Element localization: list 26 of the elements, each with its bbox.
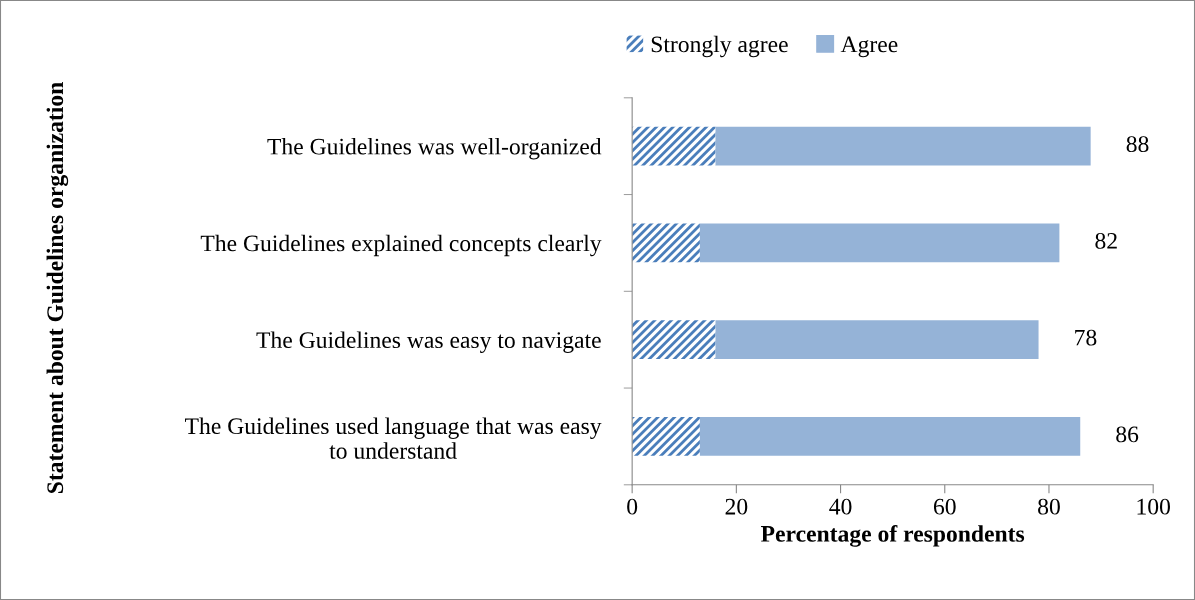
y-tick-label: The Guidelines was easy to navigate	[256, 331, 601, 353]
bar	[632, 320, 716, 360]
y-tick-label: The Guidelines was well-organized	[267, 137, 602, 160]
bar	[715, 126, 1091, 166]
x-axis-title: Percentage of respondents	[761, 524, 1025, 547]
x-tick-label: 60	[933, 498, 956, 515]
bar	[699, 223, 1060, 263]
legend-label: Strongly agree	[651, 35, 788, 58]
total-label: 78	[1075, 329, 1097, 346]
bar	[715, 320, 1039, 360]
x-tick-label: 40	[829, 498, 852, 515]
total-label: 86	[1116, 426, 1139, 443]
bar	[632, 223, 700, 263]
bar	[632, 126, 716, 166]
x-tick-label: 20	[725, 498, 748, 515]
legend-label: Agree	[840, 36, 898, 58]
y-tick-label: The Guidelines explained concepts clearly	[200, 234, 602, 257]
y-axis-title: Statement about Guidelines organization	[46, 82, 69, 494]
x-tick-label: 0	[627, 498, 638, 515]
total-label: 88	[1126, 136, 1149, 153]
bar	[632, 417, 700, 456]
x-tick-label: 80	[1038, 498, 1060, 515]
x-tick-label: 100	[1137, 498, 1170, 515]
total-label: 82	[1095, 232, 1117, 249]
y-tick-label: The Guidelines used language that was easy to understand	[185, 417, 602, 459]
bar	[699, 417, 1081, 456]
